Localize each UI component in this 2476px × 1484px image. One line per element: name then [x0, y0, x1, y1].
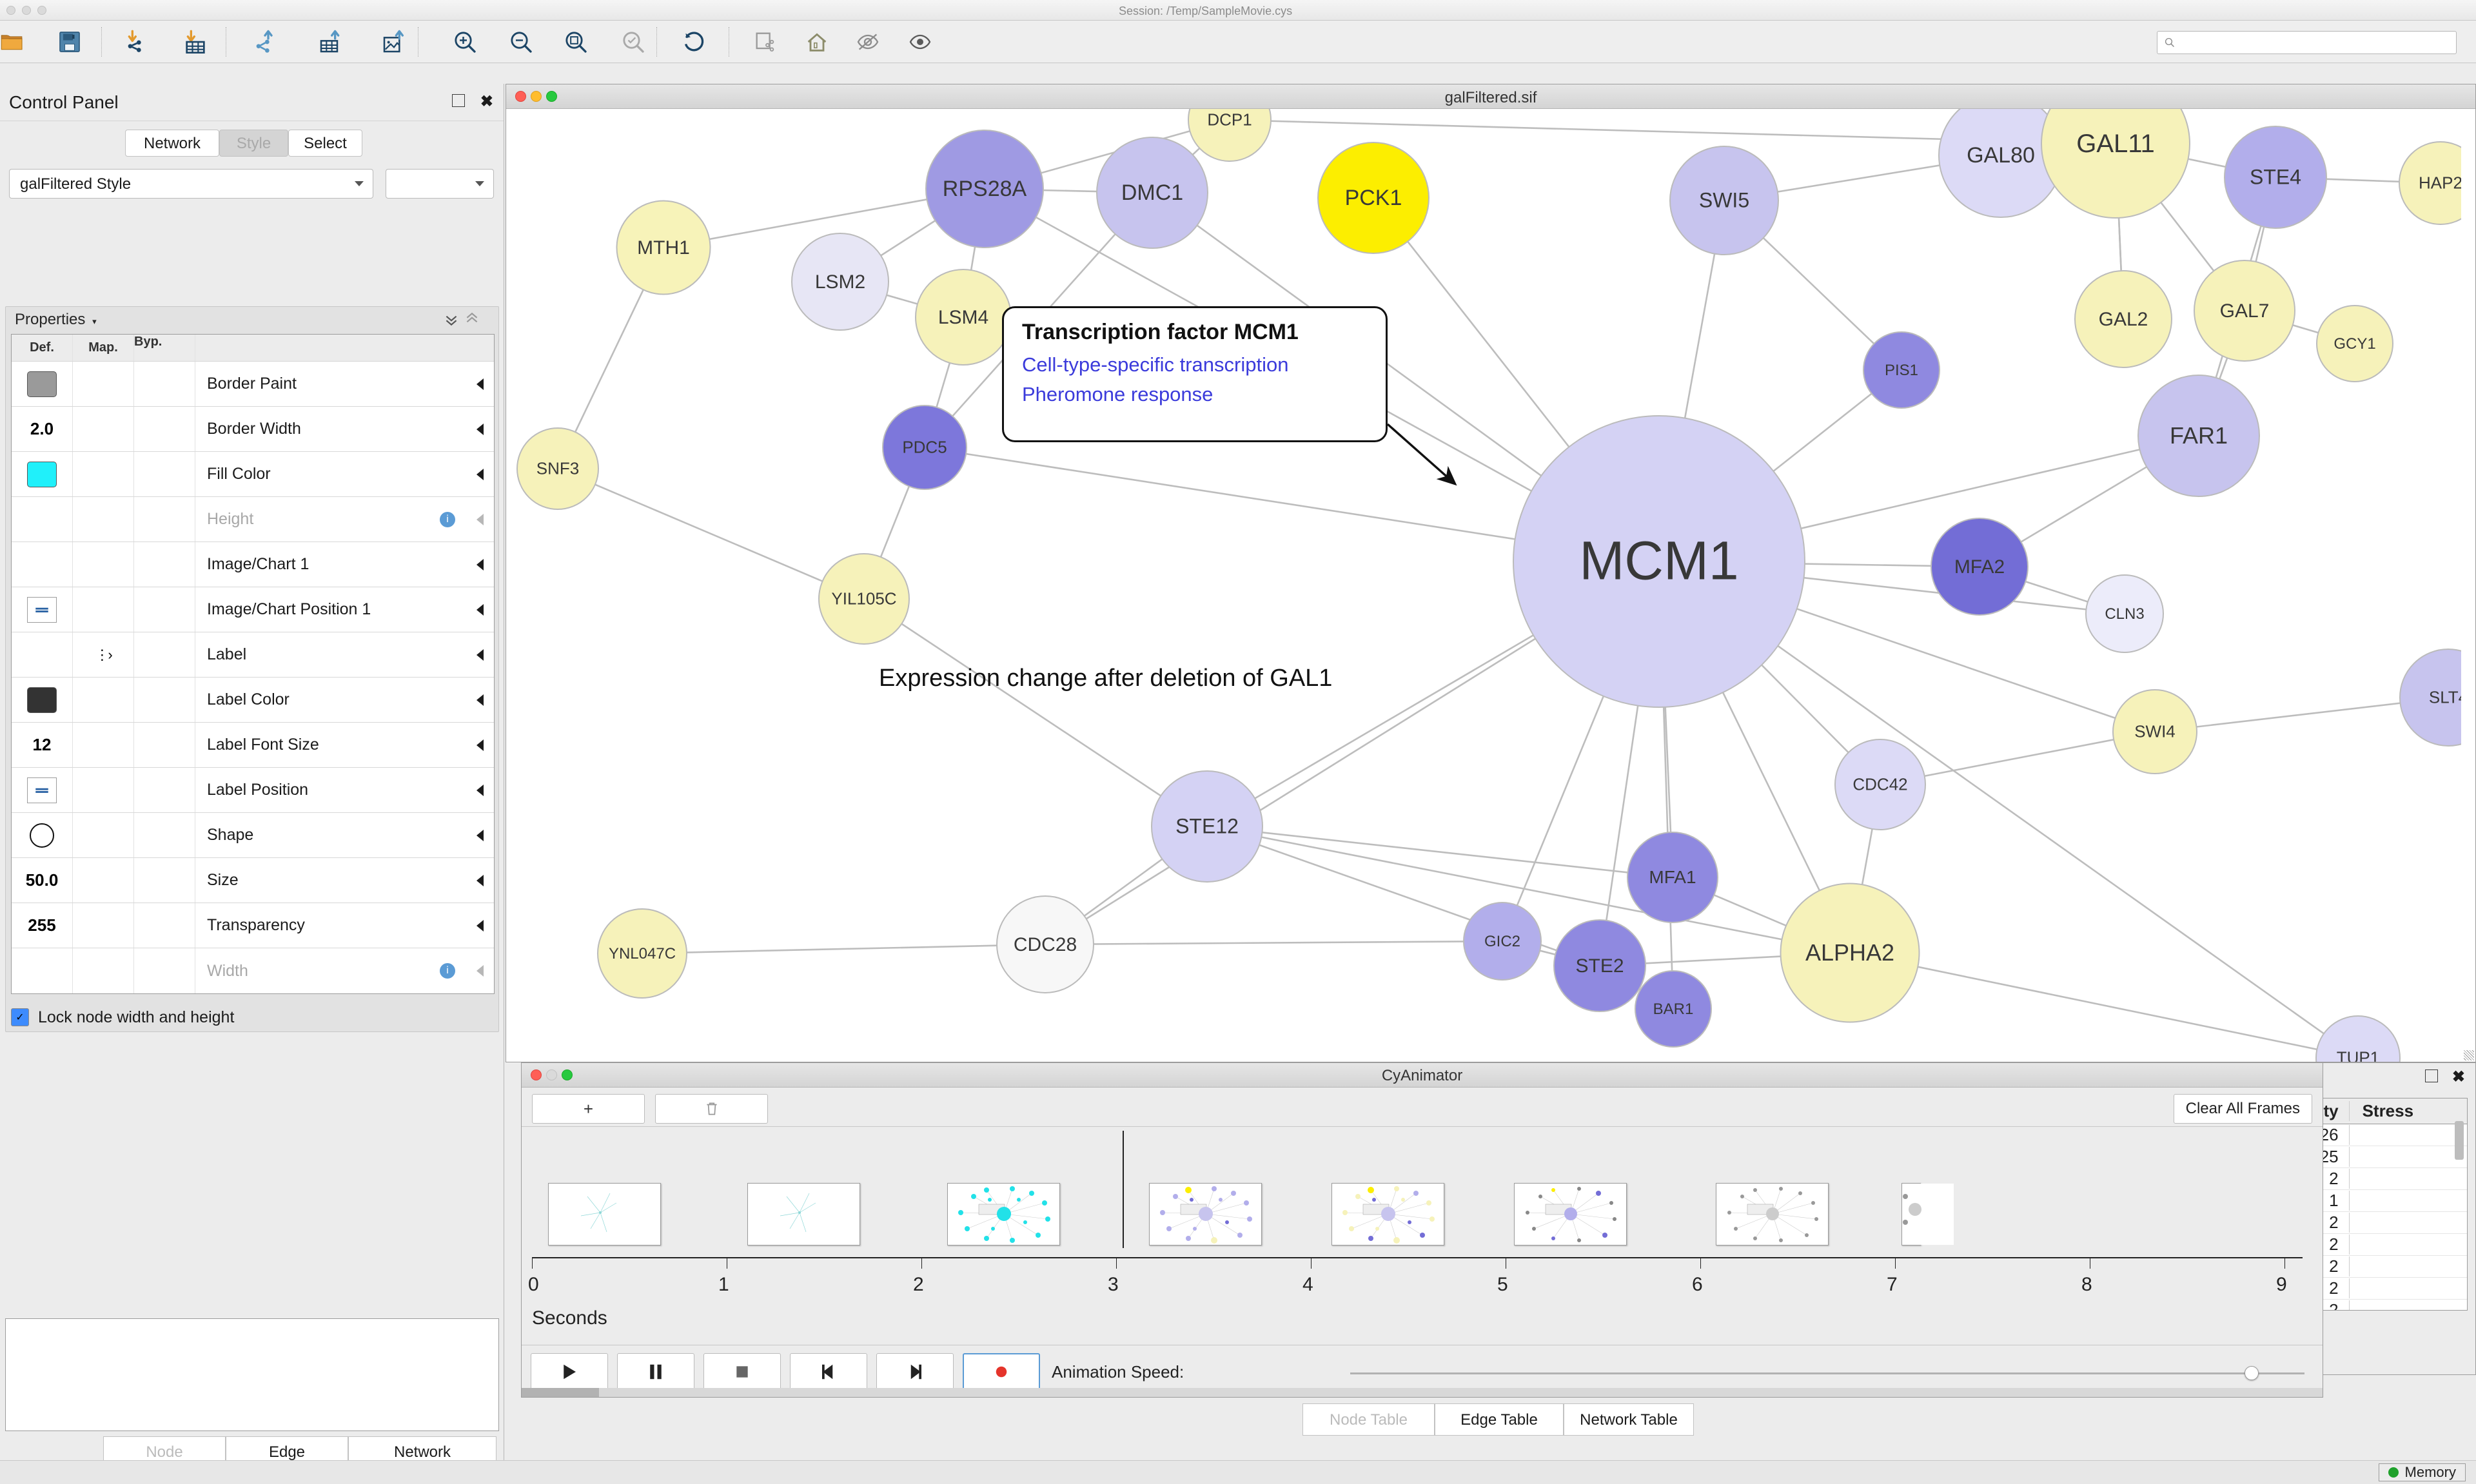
svg-text:YNL047C: YNL047C: [609, 945, 676, 962]
svg-text:RPS28A: RPS28A: [943, 177, 1027, 201]
svg-text:PDC5: PDC5: [902, 438, 947, 457]
svg-text:ALPHA2: ALPHA2: [1805, 939, 1894, 966]
svg-text:HAP2: HAP2: [2419, 173, 2461, 193]
svg-text:GIC2: GIC2: [1484, 933, 1520, 950]
svg-text:BAR1: BAR1: [1653, 1001, 1694, 1018]
svg-text:MCM1: MCM1: [1579, 531, 1738, 591]
svg-text:SNF3: SNF3: [536, 459, 579, 478]
svg-text:GAL80: GAL80: [1967, 143, 2035, 168]
svg-text:MFA1: MFA1: [1649, 867, 1696, 887]
svg-text:DCP1: DCP1: [1207, 110, 1252, 130]
svg-text:LSM4: LSM4: [938, 307, 988, 328]
svg-text:DMC1: DMC1: [1121, 181, 1183, 205]
svg-text:GCY1: GCY1: [2334, 335, 2375, 353]
svg-text:MTH1: MTH1: [637, 237, 690, 259]
svg-text:STE2: STE2: [1575, 955, 1624, 977]
svg-text:LSM2: LSM2: [815, 271, 865, 293]
svg-text:PIS1: PIS1: [1885, 362, 1918, 379]
svg-text:CLN3: CLN3: [2105, 605, 2144, 623]
svg-text:CDC42: CDC42: [1852, 775, 1907, 794]
svg-text:SWI5: SWI5: [1699, 189, 1749, 212]
svg-text:STE12: STE12: [1175, 815, 1239, 838]
svg-text:STE4: STE4: [2250, 166, 2301, 189]
svg-text:PCK1: PCK1: [1345, 186, 1402, 210]
svg-text:SWI4: SWI4: [2134, 722, 2176, 741]
svg-text:TUP1: TUP1: [2337, 1048, 2379, 1062]
svg-text:MFA2: MFA2: [1954, 556, 2005, 578]
svg-text:FAR1: FAR1: [2170, 422, 2228, 449]
svg-text:YIL105C: YIL105C: [831, 589, 896, 609]
svg-text:GAL2: GAL2: [2099, 309, 2148, 330]
svg-text:GAL7: GAL7: [2220, 300, 2270, 322]
svg-text:CDC28: CDC28: [1014, 934, 1077, 955]
svg-text:SLT4: SLT4: [2429, 688, 2461, 707]
svg-text:GAL11: GAL11: [2076, 130, 2155, 158]
